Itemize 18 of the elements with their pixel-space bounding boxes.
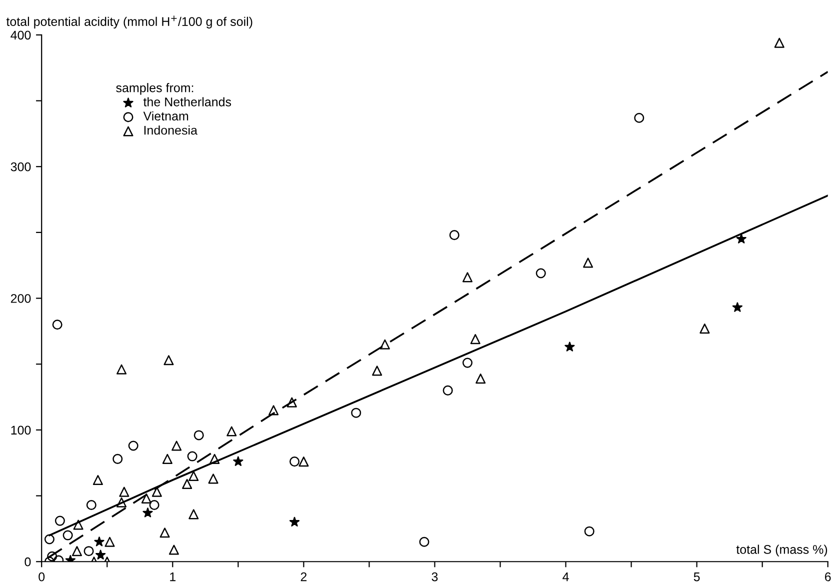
y-tick-label: 200 xyxy=(10,294,31,303)
x-tick-label: 6 xyxy=(825,572,831,582)
x-tick-label: 3 xyxy=(432,572,438,582)
x-tick-label: 1 xyxy=(170,572,176,582)
x-tick-label: 0 xyxy=(38,572,45,582)
y-tick-label: 0 xyxy=(24,557,31,566)
legend-title: samples from: xyxy=(116,83,194,95)
y-tick-label: 400 xyxy=(10,30,31,40)
x-tick-label: 4 xyxy=(562,572,569,582)
x-axis-title: total S (mass %) xyxy=(736,544,828,556)
legend-label: Indonesia xyxy=(144,125,198,135)
legend-label: Vietnam xyxy=(143,111,188,121)
y-tick-label: 300 xyxy=(10,162,31,172)
x-tick-label: 5 xyxy=(694,572,700,582)
x-tick-label: 2 xyxy=(300,572,307,582)
legend-label: the Netherlands xyxy=(143,97,232,106)
y-tick-label: 100 xyxy=(11,426,31,435)
y-axis-title: total potential acidity (mmol H$^{+}$/100 g of soil) xyxy=(6,16,252,28)
